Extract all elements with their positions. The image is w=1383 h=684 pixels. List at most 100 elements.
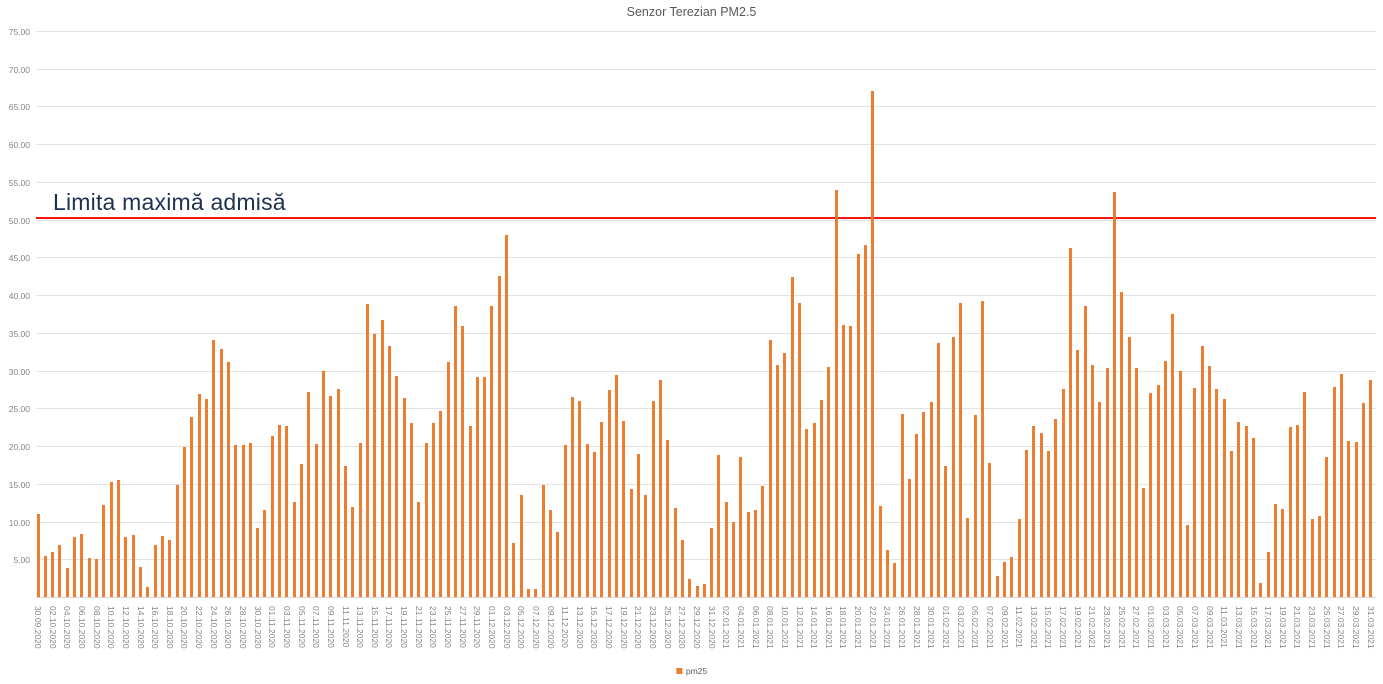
x-axis-tick-label: 25.03.2021 — [1321, 606, 1332, 649]
gridline — [36, 181, 1376, 183]
bar — [475, 377, 479, 597]
x-axis-tick-label: 22.01.2021 — [867, 606, 878, 649]
x-axis-tick-label: 10.10.2020 — [106, 606, 117, 649]
y-axis-tick-label: 15.00 — [8, 479, 30, 490]
bar — [666, 440, 670, 597]
bar — [65, 567, 69, 597]
y-axis-tick-label: 35.00 — [8, 328, 30, 339]
bar — [959, 302, 963, 597]
bar — [160, 535, 164, 597]
bar — [1098, 401, 1102, 597]
x-axis-tick-label: 28.10.2020 — [238, 606, 249, 649]
x-axis-tick-label: 16.01.2021 — [823, 606, 834, 649]
bar — [1032, 426, 1036, 597]
bar — [1347, 440, 1351, 597]
x-axis-tick-label: 11.12.2020 — [560, 606, 571, 648]
gridline — [36, 106, 1376, 108]
bar — [585, 443, 589, 597]
bar — [534, 588, 538, 597]
bar — [973, 415, 977, 597]
bar — [1317, 515, 1321, 597]
bar — [73, 536, 77, 597]
bar — [841, 325, 845, 597]
gridline — [36, 370, 1376, 372]
x-axis-tick-label: 15.11.2020 — [369, 606, 380, 648]
bar — [1222, 398, 1226, 597]
x-axis-tick-label: 06.10.2020 — [76, 606, 87, 649]
bar — [490, 306, 494, 597]
x-axis-tick-label: 23.12.2020 — [648, 606, 659, 649]
bar — [468, 426, 472, 597]
x-axis-tick-label: 30.10.2020 — [252, 606, 263, 649]
bar — [212, 339, 216, 597]
x-axis-tick-label: 08.01.2021 — [765, 606, 776, 649]
bar — [592, 452, 596, 597]
bar — [1332, 387, 1336, 597]
bar — [43, 555, 47, 597]
bar — [431, 423, 435, 597]
x-axis-tick-label: 11.03.2021 — [1219, 606, 1230, 648]
bar — [695, 585, 699, 597]
x-axis-tick-label: 29.12.2020 — [692, 606, 702, 649]
x-axis-tick-label: 29.03.2021 — [1351, 606, 1361, 649]
bar — [248, 443, 252, 597]
bar — [1046, 450, 1050, 597]
x-axis-tick-label: 01.11.2020 — [267, 606, 278, 648]
x-axis-tick-label: 27.03.2021 — [1336, 606, 1347, 649]
limit-annotation: Limita maximă admisă — [53, 188, 286, 215]
bar — [322, 370, 326, 597]
y-axis-tick-label: 5.00 — [13, 555, 30, 566]
bar — [754, 510, 758, 597]
x-axis-tick-label: 22.10.2020 — [194, 606, 205, 649]
gridline — [36, 68, 1376, 70]
gridline — [36, 521, 1376, 523]
x-axis-tick-label: 20.10.2020 — [179, 606, 190, 649]
bar — [893, 563, 897, 597]
x-axis-tick-label: 24.10.2020 — [208, 606, 219, 649]
bar — [849, 326, 853, 597]
bar — [95, 558, 99, 597]
bar — [1112, 191, 1116, 597]
bar — [863, 244, 867, 597]
bar — [600, 421, 604, 597]
bar — [1127, 337, 1131, 597]
y-axis-tick-label: 70.00 — [8, 64, 30, 75]
x-axis-tick-label: 27.11.2020 — [457, 606, 468, 648]
bar — [1061, 389, 1065, 597]
x-axis-tick-label: 08.10.2020 — [91, 606, 102, 649]
bar — [58, 544, 62, 597]
bar — [556, 532, 560, 597]
bar — [36, 514, 40, 597]
x-axis-tick-label: 31.12.2020 — [706, 606, 717, 649]
x-axis-tick-label: 01.03.2021 — [1145, 606, 1156, 649]
bar — [1142, 488, 1146, 597]
x-axis-tick-label: 25.11.2020 — [443, 606, 454, 648]
bar — [256, 528, 260, 597]
x-axis-tick-label: 13.02.2021 — [1028, 606, 1039, 649]
bar — [1003, 561, 1007, 597]
bar — [344, 465, 348, 597]
bar — [1215, 388, 1219, 597]
x-axis-tick-label: 29.11.2020 — [472, 606, 483, 648]
bar — [329, 396, 333, 597]
bar — [483, 376, 487, 597]
bar — [278, 424, 282, 597]
y-axis-tick-label: 50.00 — [8, 215, 30, 226]
gridline — [36, 446, 1376, 448]
x-axis-tick-label: 17.03.2021 — [1263, 606, 1274, 649]
bar — [1361, 403, 1365, 597]
bar — [146, 587, 150, 597]
bar — [856, 254, 860, 597]
x-axis-tick-label: 19.02.2021 — [1072, 606, 1083, 649]
gridline — [36, 295, 1376, 297]
bar — [402, 397, 406, 597]
bar — [424, 443, 428, 597]
bar — [761, 486, 765, 597]
x-axis-tick-label: 09.12.2020 — [545, 606, 556, 649]
bar — [226, 361, 230, 597]
x-axis-tick-label: 25.12.2020 — [662, 606, 673, 649]
bar — [1149, 392, 1153, 597]
bar — [395, 375, 399, 597]
bar — [168, 539, 172, 597]
x-axis-tick-label: 05.03.2021 — [1175, 606, 1186, 649]
